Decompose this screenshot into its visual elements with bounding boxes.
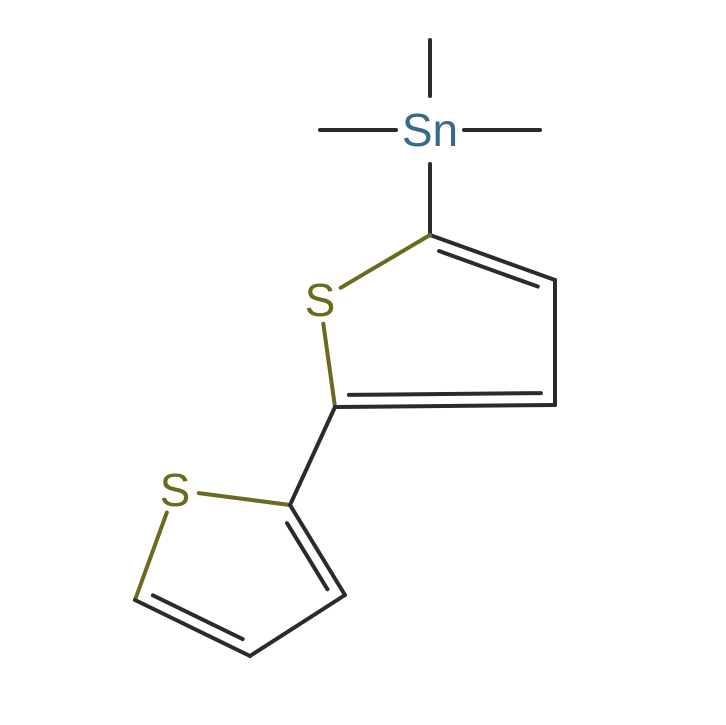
atom-label-s: S bbox=[305, 274, 336, 326]
atom-label-s: S bbox=[160, 464, 191, 516]
molecule-diagram: Sn S S bbox=[0, 0, 726, 725]
atom-label-sn: Sn bbox=[402, 104, 458, 156]
